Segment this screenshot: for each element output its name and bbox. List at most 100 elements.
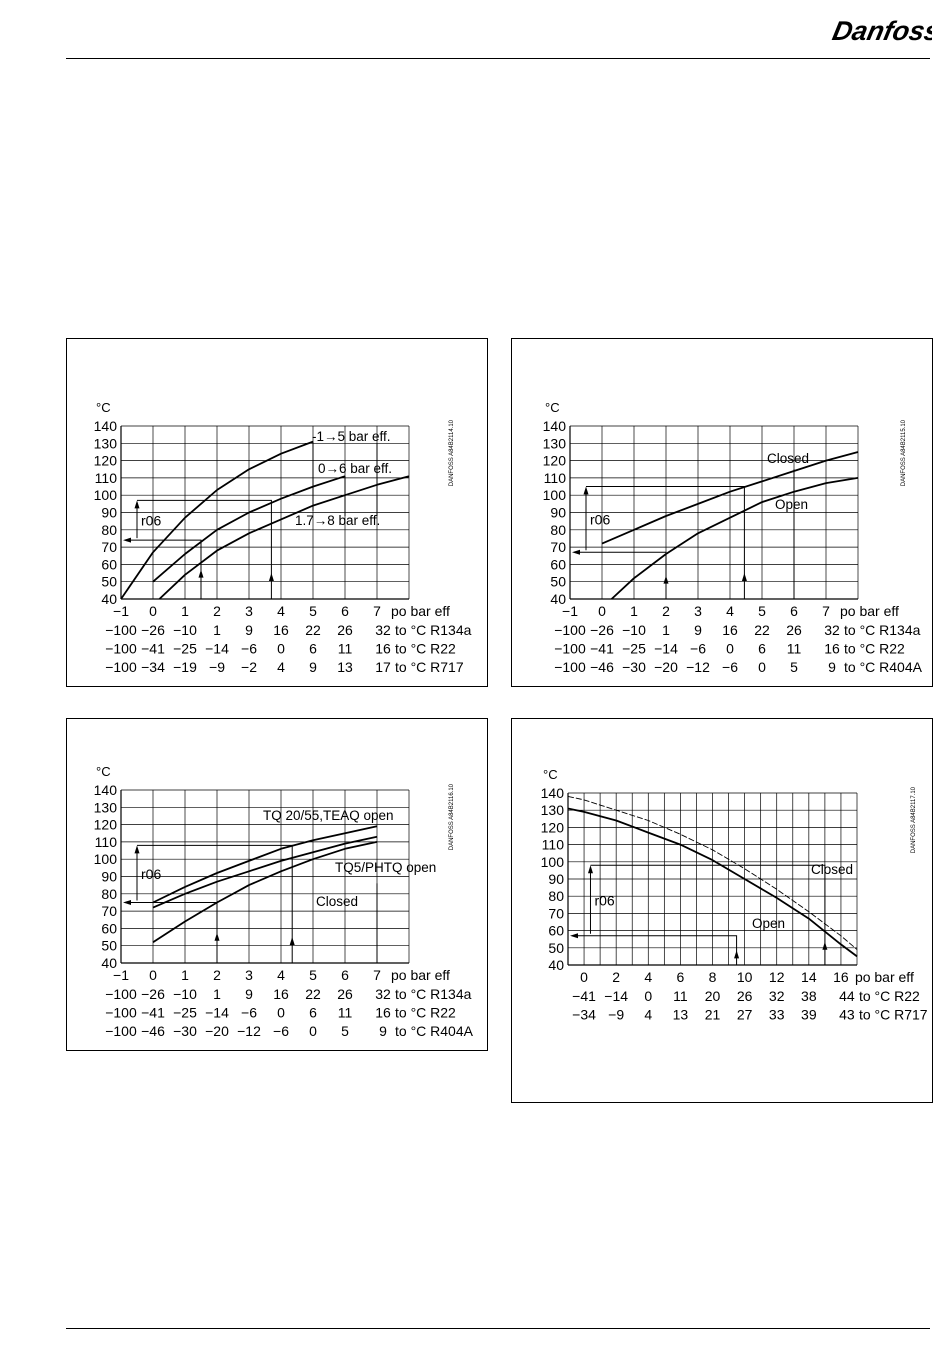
scale-value: 5 bbox=[790, 659, 798, 675]
scale-value: 20 bbox=[705, 988, 721, 1004]
series-label: Open bbox=[775, 497, 808, 512]
scale-value: −19 bbox=[173, 659, 197, 675]
x-tick-label: 6 bbox=[790, 603, 798, 619]
scale-suffix: to °C R404A bbox=[395, 1023, 474, 1039]
x-axis-label: po bar eff bbox=[391, 603, 450, 619]
y-tick-label: 70 bbox=[101, 903, 117, 919]
r06-label: r06 bbox=[141, 512, 161, 528]
scale-value: 4 bbox=[644, 1007, 652, 1023]
x-tick-label: 0 bbox=[149, 603, 157, 619]
scale-value: −25 bbox=[173, 1005, 197, 1021]
x-tick-label: 16 bbox=[833, 969, 849, 985]
y-tick-label: 60 bbox=[101, 556, 117, 572]
scale-value: 22 bbox=[305, 622, 321, 638]
danfoss-logo: Danfoss bbox=[830, 15, 932, 46]
x-tick-label: −1 bbox=[562, 603, 578, 619]
scale-suffix: to °C R717 bbox=[395, 659, 464, 675]
scale-value: −9 bbox=[608, 1007, 624, 1023]
scale-value: −20 bbox=[205, 1023, 229, 1039]
guide-low bbox=[127, 901, 218, 963]
y-tick-label: 50 bbox=[550, 574, 566, 590]
x-tick-label: 5 bbox=[309, 967, 317, 983]
scale-value: 32 bbox=[769, 988, 785, 1004]
x-tick-label: 5 bbox=[309, 603, 317, 619]
y-tick-label: 70 bbox=[550, 539, 566, 555]
scale-value: 11 bbox=[787, 641, 802, 657]
scale-suffix: to °C R22 bbox=[844, 641, 905, 657]
guide-high bbox=[137, 844, 293, 963]
scale-suffix: to °C R22 bbox=[859, 988, 920, 1004]
scale-value: 16 bbox=[722, 622, 738, 638]
y-tick-label: 50 bbox=[548, 940, 564, 956]
x-tick-label: 2 bbox=[612, 969, 620, 985]
scale-value: 16 bbox=[375, 1005, 391, 1021]
scale-value: −100 bbox=[105, 986, 137, 1002]
scale-value: 26 bbox=[786, 622, 802, 638]
guide-high bbox=[586, 486, 745, 599]
series-line bbox=[152, 825, 378, 904]
x-tick-label: 12 bbox=[769, 969, 785, 985]
series-label: TQ 20/55,TEAQ open bbox=[263, 808, 394, 823]
y-tick-label: 90 bbox=[550, 505, 566, 521]
chart4-frame bbox=[511, 718, 933, 1103]
scale-value: −14 bbox=[654, 641, 678, 657]
scale-value: 13 bbox=[337, 659, 353, 675]
scale-value: −10 bbox=[173, 986, 197, 1002]
scale-value: −25 bbox=[173, 641, 197, 657]
y-axis-label: °C bbox=[545, 400, 560, 415]
guide-high bbox=[590, 864, 826, 965]
y-tick-label: 120 bbox=[541, 819, 565, 835]
scale-value: 22 bbox=[305, 986, 321, 1002]
series-label: TQ5/PHTQ open bbox=[335, 860, 436, 875]
x-tick-label: 1 bbox=[181, 603, 189, 619]
series-line bbox=[152, 835, 378, 909]
y-tick-label: 130 bbox=[94, 799, 118, 815]
scale-value: 26 bbox=[337, 622, 353, 638]
chart3-frame bbox=[66, 718, 488, 1051]
scale-value: −41 bbox=[141, 641, 165, 657]
y-tick-label: 40 bbox=[550, 591, 566, 607]
scale-value: −9 bbox=[209, 659, 225, 675]
scale-value: −25 bbox=[622, 641, 646, 657]
x-tick-label: 7 bbox=[373, 967, 381, 983]
scale-suffix: to °C R717 bbox=[859, 1007, 928, 1023]
y-tick-label: 50 bbox=[101, 938, 117, 954]
scale-value: 1 bbox=[213, 986, 221, 1002]
scale-value: 11 bbox=[673, 988, 688, 1004]
scale-value: −34 bbox=[141, 659, 165, 675]
arrow-up-icon bbox=[734, 950, 740, 959]
scale-value: −46 bbox=[141, 1023, 165, 1039]
x-tick-label: 1 bbox=[181, 967, 189, 983]
scale-value: −2 bbox=[241, 659, 257, 675]
x-tick-label: 2 bbox=[213, 967, 221, 983]
scale-value: 27 bbox=[737, 1007, 753, 1023]
scale-value: −6 bbox=[241, 641, 257, 657]
scale-value: −26 bbox=[141, 622, 165, 638]
scale-value: 1 bbox=[213, 622, 221, 638]
x-tick-label: 1 bbox=[630, 603, 638, 619]
y-tick-label: 110 bbox=[95, 470, 118, 486]
y-axis-label: °C bbox=[543, 767, 558, 782]
y-tick-label: 50 bbox=[101, 574, 117, 590]
x-tick-label: 6 bbox=[341, 967, 349, 983]
arrow-up-icon bbox=[268, 573, 274, 582]
guide-high bbox=[137, 499, 272, 599]
scale-value: 16 bbox=[824, 641, 840, 657]
scale-value: 39 bbox=[801, 1007, 817, 1023]
scale-value: 43 bbox=[839, 1007, 855, 1023]
scale-value: 13 bbox=[673, 1007, 689, 1023]
x-tick-label: 3 bbox=[694, 603, 702, 619]
guide-low bbox=[576, 551, 667, 599]
y-axis-label: °C bbox=[96, 400, 111, 415]
scale-value: −14 bbox=[205, 641, 229, 657]
scale-value: −10 bbox=[622, 622, 646, 638]
y-tick-label: 120 bbox=[94, 453, 118, 469]
scale-value: −46 bbox=[590, 659, 614, 675]
scale-value: 33 bbox=[769, 1007, 785, 1023]
x-tick-label: 2 bbox=[662, 603, 670, 619]
series-label: Open bbox=[752, 916, 785, 931]
y-tick-label: 120 bbox=[94, 817, 118, 833]
r06-label: r06 bbox=[594, 893, 614, 909]
